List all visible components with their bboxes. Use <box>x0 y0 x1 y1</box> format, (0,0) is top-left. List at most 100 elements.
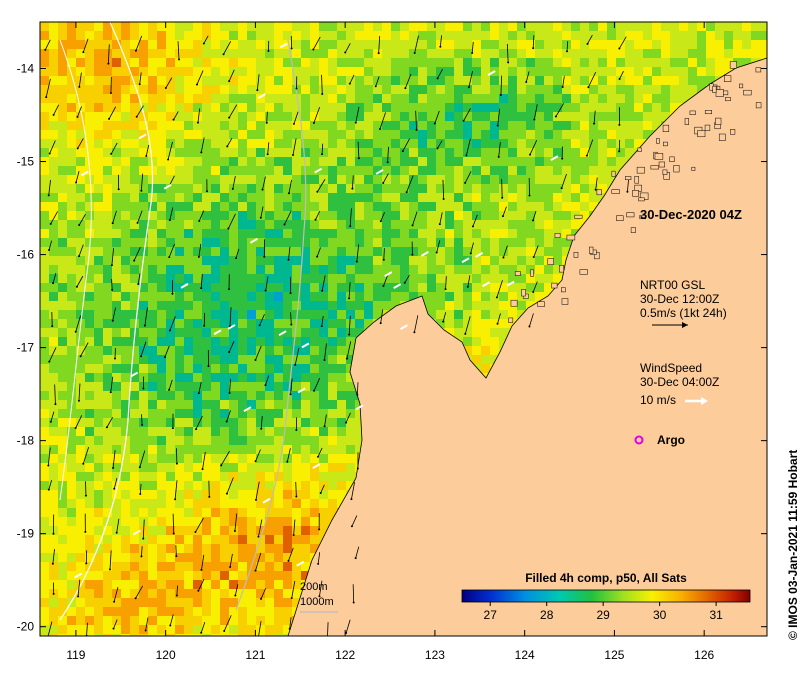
sst-cell <box>85 292 94 301</box>
sst-cell <box>247 499 256 508</box>
sst-cell <box>544 193 553 202</box>
sst-cell <box>130 229 139 238</box>
sst-cell <box>463 346 472 355</box>
sst-cell <box>211 58 220 67</box>
sst-cell <box>175 535 184 544</box>
sst-cell <box>373 211 382 220</box>
sst-cell <box>598 157 607 166</box>
sst-cell <box>346 166 355 175</box>
sst-cell <box>103 94 112 103</box>
sst-cell <box>175 283 184 292</box>
sst-cell <box>409 58 418 67</box>
sst-cell <box>139 49 148 58</box>
sst-cell <box>706 58 715 67</box>
sst-cell <box>112 67 121 76</box>
sst-cell <box>112 499 121 508</box>
sst-cell <box>283 346 292 355</box>
sst-cell <box>238 310 247 319</box>
sst-cell <box>679 76 688 85</box>
sst-cell <box>409 247 418 256</box>
sst-cell <box>274 76 283 85</box>
sst-cell <box>319 364 328 373</box>
sst-cell <box>58 490 67 499</box>
sst-cell <box>544 220 553 229</box>
sst-cell <box>256 373 265 382</box>
sst-cell <box>634 31 643 40</box>
sst-cell <box>94 283 103 292</box>
sst-cell <box>481 40 490 49</box>
sst-cell <box>463 121 472 130</box>
sst-cell <box>103 337 112 346</box>
sst-cell <box>40 31 49 40</box>
sst-cell <box>508 157 517 166</box>
sst-cell <box>535 58 544 67</box>
sst-cell <box>544 112 553 121</box>
sst-cell <box>94 274 103 283</box>
sst-cell <box>175 499 184 508</box>
sst-cell <box>58 193 67 202</box>
sst-cell <box>454 58 463 67</box>
sst-cell <box>499 247 508 256</box>
sst-cell <box>148 535 157 544</box>
sst-cell <box>85 130 94 139</box>
sst-cell <box>499 193 508 202</box>
sst-cell <box>139 454 148 463</box>
sst-cell <box>76 472 85 481</box>
sst-cell <box>67 553 76 562</box>
sst-cell <box>148 202 157 211</box>
sst-cell <box>265 139 274 148</box>
sst-cell <box>508 220 517 229</box>
sst-cell <box>454 103 463 112</box>
sst-cell <box>238 544 247 553</box>
sst-cell <box>121 157 130 166</box>
sst-cell <box>229 517 238 526</box>
sst-cell <box>508 319 517 328</box>
sst-cell <box>247 355 256 364</box>
sst-cell <box>274 85 283 94</box>
sst-cell <box>310 67 319 76</box>
sst-cell <box>130 247 139 256</box>
sst-cell <box>337 211 346 220</box>
sst-cell <box>463 94 472 103</box>
sst-cell <box>517 283 526 292</box>
sst-cell <box>76 445 85 454</box>
sst-cell <box>148 310 157 319</box>
sst-cell <box>121 418 130 427</box>
sst-cell <box>418 67 427 76</box>
sst-cell <box>283 436 292 445</box>
sst-cell <box>490 22 499 31</box>
sst-cell <box>418 22 427 31</box>
sst-cell <box>139 337 148 346</box>
sst-cell <box>292 130 301 139</box>
sst-cell <box>94 562 103 571</box>
sst-cell <box>409 139 418 148</box>
sst-cell <box>553 193 562 202</box>
sst-cell <box>238 472 247 481</box>
sst-cell <box>256 382 265 391</box>
sst-cell <box>553 238 562 247</box>
sst-cell <box>157 427 166 436</box>
sst-cell <box>400 157 409 166</box>
sst-cell <box>499 310 508 319</box>
sst-cell <box>535 184 544 193</box>
sst-cell <box>535 67 544 76</box>
sst-cell <box>256 544 265 553</box>
sst-cell <box>274 319 283 328</box>
sst-cell <box>202 481 211 490</box>
sst-cell <box>301 445 310 454</box>
sst-cell <box>292 202 301 211</box>
sst-cell <box>229 553 238 562</box>
sst-cell <box>238 553 247 562</box>
sst-cell <box>49 328 58 337</box>
sst-cell <box>112 130 121 139</box>
sst-cell <box>238 562 247 571</box>
sst-cell <box>247 139 256 148</box>
sst-cell <box>481 103 490 112</box>
sst-cell <box>526 94 535 103</box>
sst-cell <box>319 454 328 463</box>
sst-cell <box>688 49 697 58</box>
sst-cell <box>346 157 355 166</box>
sst-cell <box>274 211 283 220</box>
sst-cell <box>409 40 418 49</box>
sst-cell <box>526 292 535 301</box>
